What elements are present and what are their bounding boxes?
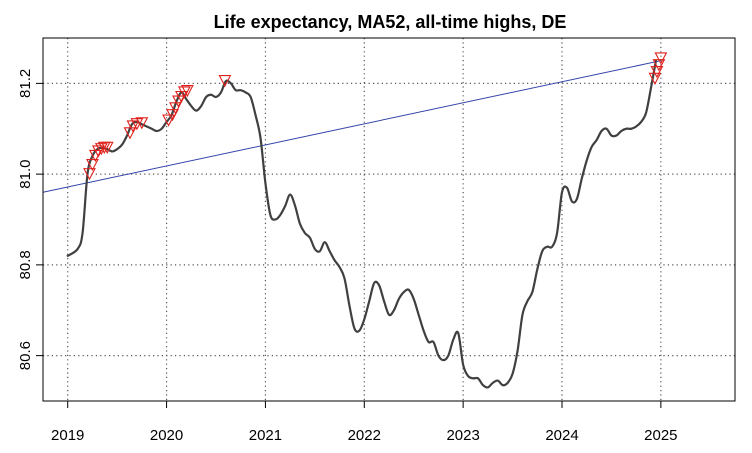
high-marker <box>162 114 175 127</box>
life-expectancy-line <box>66 59 658 389</box>
x-tick-label: 2019 <box>51 427 84 444</box>
high-marker <box>654 52 668 65</box>
high-marker <box>86 159 99 172</box>
x-tick-label: 2022 <box>348 427 381 444</box>
x-tick-label: 2021 <box>249 427 282 444</box>
y-tick-label: 80.8 <box>17 250 34 279</box>
trend-line-segment <box>42 60 661 193</box>
x-tick-label: 2024 <box>545 427 578 444</box>
x-axis: 2019 2020 2021 2022 2023 2024 2025 <box>51 401 678 444</box>
y-tick-label: 80.6 <box>17 341 34 370</box>
high-marker <box>91 145 105 158</box>
high-marker <box>166 109 179 122</box>
y-tick-label: 81.2 <box>17 69 34 98</box>
high-marker <box>123 127 137 140</box>
y-tick-label: 81.0 <box>17 160 34 189</box>
high-marker <box>94 143 108 156</box>
plot-frame <box>42 37 736 402</box>
trend-line <box>42 60 661 193</box>
high-marker <box>180 85 194 98</box>
grid <box>43 38 735 401</box>
x-tick-label: 2023 <box>446 427 479 444</box>
high-marker <box>83 168 96 181</box>
chart-title: Life expectancy, MA52, all-time highs, D… <box>214 12 567 32</box>
y-axis: 80.6 80.8 81.0 81.2 <box>17 69 43 370</box>
x-tick-label: 2025 <box>644 427 677 444</box>
all-time-high-markers <box>83 52 668 181</box>
high-marker <box>169 102 182 115</box>
series-line <box>66 59 658 389</box>
high-marker <box>218 75 232 88</box>
high-marker <box>177 86 191 99</box>
high-marker <box>100 141 114 154</box>
x-tick-label: 2020 <box>150 427 183 444</box>
high-marker <box>135 117 149 130</box>
